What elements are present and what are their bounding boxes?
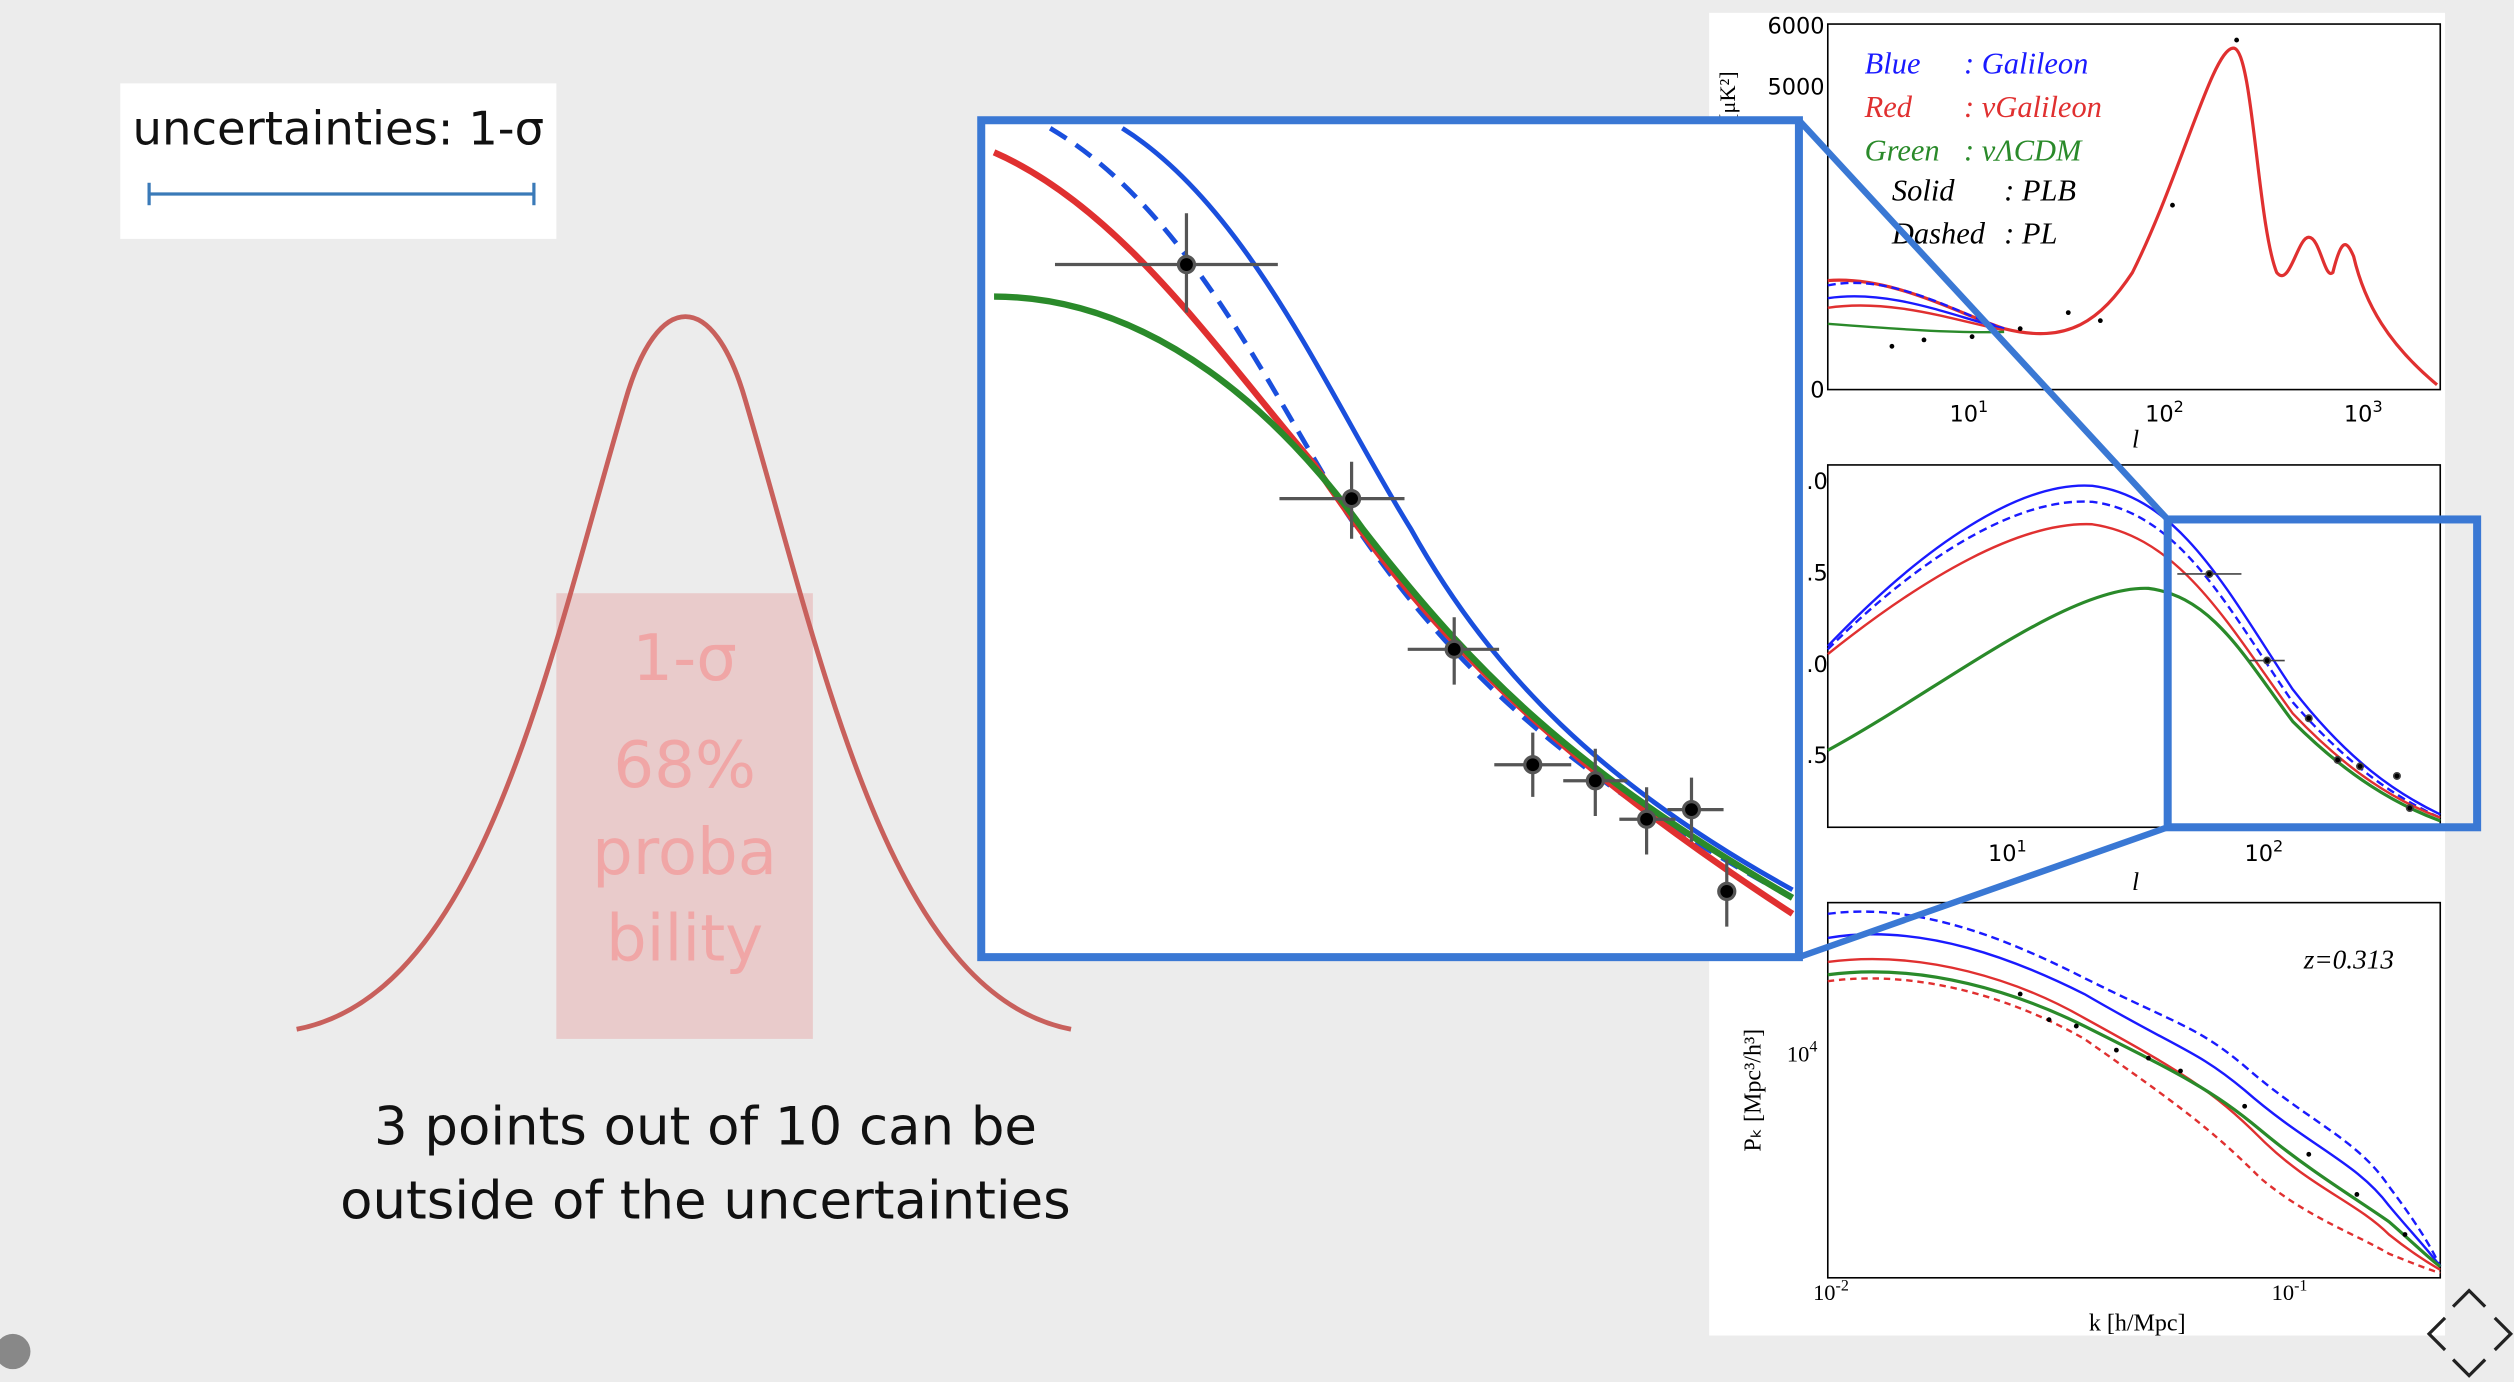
- legend-model: : PL: [2004, 217, 2057, 251]
- curve: [1827, 281, 2005, 330]
- y-tick-label: .5: [1806, 743, 1827, 769]
- y-axis-label: Pₖ [Mpc³/h³]: [1740, 1029, 1766, 1152]
- like-button[interactable]: [0, 1333, 31, 1370]
- x-axis-label: l: [2132, 424, 2139, 453]
- tick-base: 10: [2145, 402, 2174, 428]
- zoom-source-box: [2163, 515, 2482, 832]
- cmb-curve: [1827, 46, 2439, 387]
- curve: [994, 293, 1795, 901]
- caption-line: 3 points out of 10 can be: [374, 1097, 1037, 1158]
- tick-base: 10: [1787, 1041, 1809, 1066]
- x-tick-label: 103: [2344, 397, 2383, 428]
- x-tick-label: 102: [2244, 836, 2283, 867]
- tick-exp: -1: [2294, 1278, 2307, 1295]
- tick-labels: .0 .5 .0 .5 101 102: [1806, 469, 2283, 867]
- curve: [1827, 523, 2441, 819]
- nav-up[interactable]: [2451, 1288, 2487, 1308]
- tick-labels: 6000 5000 0 101 102 103: [1767, 14, 2382, 428]
- tick-exp: -2: [1836, 1278, 1849, 1295]
- tick-base: 10: [1813, 1280, 1835, 1305]
- data-points: [2177, 569, 2414, 813]
- tick-exp: 2: [2174, 397, 2184, 416]
- legend-model: : νGalileon: [1964, 90, 2102, 124]
- annotation: z=0.313: [2303, 944, 2394, 974]
- tick-base: 10: [2244, 841, 2273, 867]
- gaussian-curve: [296, 314, 1072, 1032]
- curve: [1827, 970, 2442, 1268]
- curve: [1121, 126, 1794, 892]
- tick-exp: 2: [2273, 836, 2283, 855]
- legend-key: Red: [1864, 90, 1913, 124]
- tick-exp: 4: [1809, 1039, 1817, 1056]
- curve: [1827, 322, 2005, 334]
- y-tick-label: 104: [1787, 1039, 1817, 1067]
- tick-base: 10: [1949, 402, 1978, 428]
- sigma-region: [556, 593, 813, 1039]
- legend-key: Green: [1865, 133, 1940, 167]
- caption-line: outside of the uncertainties: [340, 1170, 1071, 1231]
- legend-key: Solid: [1892, 173, 1955, 207]
- y-tick-label: .0: [1806, 652, 1827, 678]
- curve: [1826, 484, 2441, 816]
- plot-legend: Blue : Galileon Red : νGalileon Green : …: [1864, 47, 2102, 251]
- y-tick-label: 0: [1810, 378, 1824, 404]
- legend-key: Blue: [1865, 47, 1921, 81]
- legend-model: : PLB: [2004, 173, 2076, 207]
- nav-right[interactable]: [2493, 1316, 2514, 1352]
- y-tick-label: 5000: [1767, 75, 1824, 101]
- x-tick-label: 101: [1949, 397, 1988, 428]
- zoom-data-points: [1054, 213, 1737, 927]
- tick-labels: 104 10-2 10-1: [1787, 1039, 2308, 1306]
- tick-base: 10: [2344, 402, 2373, 428]
- zoom-connector: [1797, 824, 2169, 961]
- sigma-line: bility: [606, 901, 763, 976]
- curve: [1827, 910, 2442, 1268]
- zoom-connector: [1796, 118, 2171, 522]
- tick-base: 10: [2272, 1280, 2294, 1305]
- caption: 3 points out of 10 can be outside of the…: [340, 1097, 1071, 1232]
- sigma-text: 1-σ 68% proba bility: [592, 621, 777, 977]
- curve: [1827, 586, 2441, 823]
- tick-base: 10: [1988, 841, 2017, 867]
- y-axis-label: [μK²]: [1715, 71, 1740, 121]
- y-tick-label: 6000: [1767, 14, 1824, 40]
- y-tick-label: .0: [1806, 469, 1827, 495]
- legend-box: [120, 83, 557, 239]
- tick-exp: 1: [2017, 836, 2027, 855]
- x-axis-label: k [h/Mpc]: [2089, 1311, 2186, 1337]
- nav-down[interactable]: [2451, 1358, 2487, 1378]
- curve: [1827, 977, 2441, 1275]
- cmb-plot: Blue : Galileon Red : νGalileon Green : …: [1715, 14, 2442, 453]
- tick-exp: 3: [2372, 397, 2382, 416]
- zoom-inset: [977, 116, 2482, 962]
- x-tick-label: 10-1: [2272, 1278, 2308, 1306]
- error-bar-sample: [147, 182, 536, 206]
- y-tick-label: .5: [1806, 560, 1827, 586]
- x-tick-label: 101: [1988, 836, 2027, 867]
- nav-left[interactable]: [2426, 1316, 2447, 1352]
- axes-frame: [1826, 901, 2442, 1279]
- middle-plot: .0 .5 .0 .5 101 102 l: [1806, 464, 2442, 896]
- tick-exp: 1: [1978, 397, 1988, 416]
- x-tick-label: 102: [2145, 397, 2184, 428]
- axes-frame: [1826, 23, 2442, 391]
- x-axis-label: l: [2132, 867, 2139, 896]
- curve: [1827, 933, 2442, 1268]
- power-spectrum-plot: z=0.313 104 10-2 10-1 k [h/Mpc] Pₖ [Mpc³…: [1740, 901, 2442, 1337]
- figure-panel: [1709, 12, 2446, 1336]
- x-tick-label: 10-2: [1813, 1278, 1849, 1306]
- legend-model: : Galileon: [1964, 47, 2088, 81]
- navigation-controls[interactable]: [2426, 1288, 2514, 1378]
- sigma-line: 1-σ: [632, 621, 737, 696]
- legend-model: : νΛCDM: [1964, 133, 2083, 167]
- sigma-line: proba: [592, 815, 777, 890]
- sigma-line: 68%: [613, 728, 756, 803]
- legend-label: uncertainties: 1-σ: [133, 101, 544, 155]
- data-points: [2017, 991, 2408, 1237]
- data-points: [1889, 37, 2240, 349]
